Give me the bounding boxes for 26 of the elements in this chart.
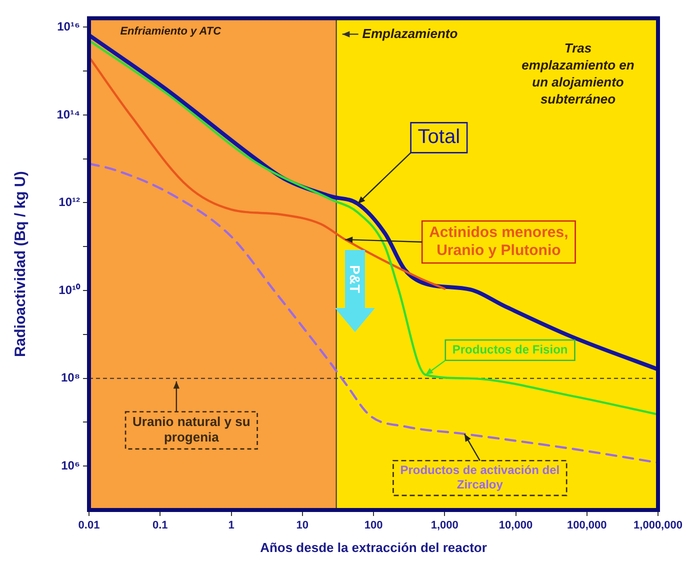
x-axis-title: Años desde la extracción del reactor: [260, 540, 487, 555]
y-tick-label: 10¹⁰: [58, 282, 81, 297]
text: Total: [418, 126, 460, 148]
band-label: Enfriamiento y ATC: [120, 26, 222, 38]
series-label: Productos de activación del Zircaloy: [400, 463, 560, 492]
y-tick-label: 10¹⁴: [56, 107, 80, 122]
x-tick-label: 100,000: [566, 520, 607, 532]
x-tick-label: 1: [228, 520, 234, 532]
x-tick-label: 10: [296, 520, 308, 532]
annotation: P&T: [347, 265, 363, 293]
x-tick-label: 0.01: [78, 520, 100, 532]
x-tick-label: 100: [364, 520, 383, 532]
y-axis-title: Radioactividad (Bq / kg U): [12, 171, 30, 358]
ref-line-label: Emplazamiento: [362, 26, 458, 41]
y-tick-label: 10¹²: [58, 195, 80, 210]
x-tick-label: 1,000,000: [634, 520, 682, 532]
y-tick-label: 10⁶: [61, 458, 80, 472]
ref-line-label: Uranio natural y su progenia: [132, 414, 250, 445]
x-tick-label: 1,000: [430, 520, 458, 532]
band-label: Tras emplazamiento en un alojamiento subterráneo: [522, 40, 634, 106]
series-label: Productos de Fision: [452, 342, 568, 356]
series-label: Actinidos menores, Uranio y Plutonio: [429, 224, 568, 260]
x-tick-label: 10,000: [498, 520, 533, 532]
y-tick-label: 10¹⁶: [57, 19, 80, 34]
x-tick-label: 0.1: [152, 520, 168, 532]
y-tick-label: 10⁸: [60, 370, 80, 385]
